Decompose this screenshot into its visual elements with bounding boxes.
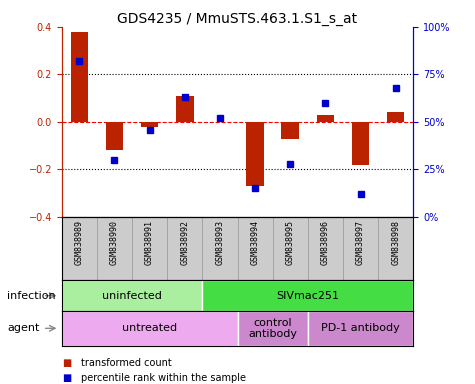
Text: GSM838992: GSM838992 bbox=[180, 220, 189, 265]
Text: GSM838991: GSM838991 bbox=[145, 220, 154, 265]
Bar bbox=[202, 280, 413, 311]
Text: SIVmac251: SIVmac251 bbox=[276, 291, 339, 301]
Text: control
antibody: control antibody bbox=[248, 318, 297, 339]
Bar bbox=[238, 217, 273, 280]
Bar bbox=[132, 217, 167, 280]
Text: agent: agent bbox=[7, 323, 39, 333]
Bar bbox=[62, 280, 202, 311]
Text: GSM838994: GSM838994 bbox=[251, 220, 259, 265]
Bar bbox=[141, 122, 158, 127]
Bar bbox=[343, 217, 378, 280]
Bar bbox=[352, 122, 369, 165]
Bar bbox=[273, 217, 308, 280]
Bar bbox=[316, 115, 334, 122]
Text: GSM838990: GSM838990 bbox=[110, 220, 119, 265]
Bar bbox=[202, 217, 238, 280]
Text: percentile rank within the sample: percentile rank within the sample bbox=[81, 373, 246, 383]
Text: untreated: untreated bbox=[122, 323, 177, 333]
Text: GSM838989: GSM838989 bbox=[75, 220, 84, 265]
Bar bbox=[308, 311, 413, 346]
Bar bbox=[387, 113, 404, 122]
Bar bbox=[167, 217, 202, 280]
Text: infection: infection bbox=[7, 291, 56, 301]
Bar bbox=[62, 311, 238, 346]
Bar bbox=[105, 122, 124, 151]
Title: GDS4235 / MmuSTS.463.1.S1_s_at: GDS4235 / MmuSTS.463.1.S1_s_at bbox=[117, 12, 358, 26]
Text: transformed count: transformed count bbox=[81, 358, 171, 368]
Bar bbox=[176, 96, 194, 122]
Text: ■: ■ bbox=[62, 373, 71, 383]
Text: GSM838998: GSM838998 bbox=[391, 220, 400, 265]
Bar bbox=[281, 122, 299, 139]
Bar bbox=[247, 122, 264, 186]
Text: uninfected: uninfected bbox=[102, 291, 162, 301]
Bar bbox=[62, 217, 97, 280]
Text: GSM838996: GSM838996 bbox=[321, 220, 330, 265]
Text: GSM838997: GSM838997 bbox=[356, 220, 365, 265]
Bar bbox=[97, 217, 132, 280]
Text: ■: ■ bbox=[62, 358, 71, 368]
Text: PD-1 antibody: PD-1 antibody bbox=[321, 323, 400, 333]
Bar bbox=[238, 311, 308, 346]
Text: GSM838993: GSM838993 bbox=[216, 220, 224, 265]
Bar bbox=[71, 31, 88, 122]
Bar bbox=[378, 217, 413, 280]
Bar bbox=[308, 217, 343, 280]
Text: GSM838995: GSM838995 bbox=[286, 220, 294, 265]
